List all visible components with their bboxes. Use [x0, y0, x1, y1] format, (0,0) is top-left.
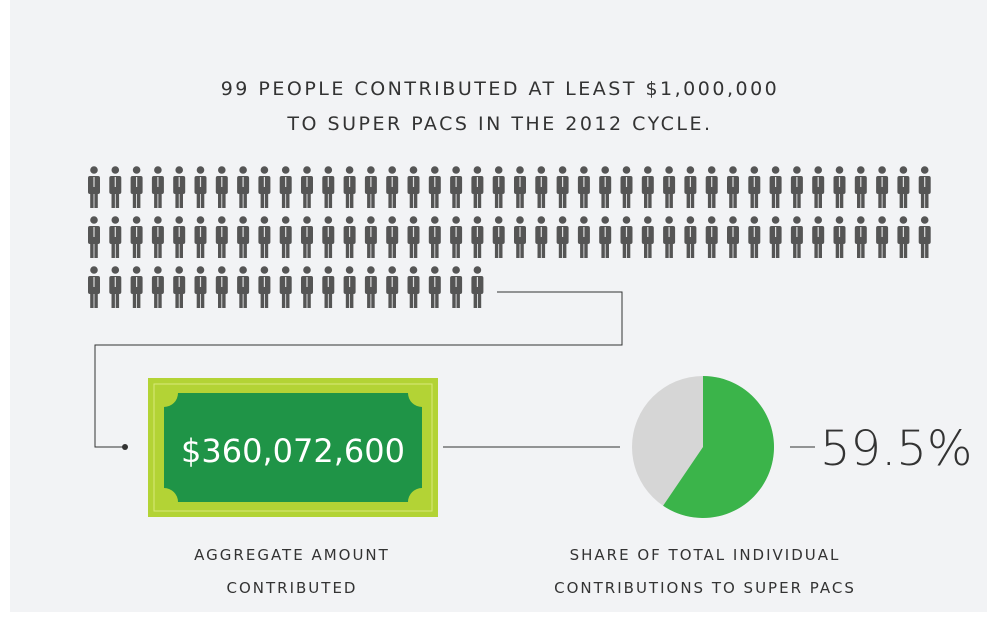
title-line: 99 PEOPLE CONTRIBUTED AT LEAST $1,000,00…: [221, 78, 780, 100]
caption: SHARE OF TOTAL INDIVIDUAL: [570, 546, 841, 564]
caption: CONTRIBUTED: [227, 579, 358, 597]
value-label: 59.5%: [820, 421, 972, 477]
amount: $360,072,600: [181, 432, 405, 470]
connector-dot: [122, 444, 128, 450]
title-line: TO SUPER PACS IN THE 2012 CYCLE.: [286, 113, 712, 135]
caption: CONTRIBUTIONS TO SUPER PACS: [554, 579, 856, 597]
infographic: 99 PEOPLE CONTRIBUTED AT LEAST $1,000,00…: [0, 0, 997, 624]
caption: AGGREGATE AMOUNT: [194, 546, 390, 564]
